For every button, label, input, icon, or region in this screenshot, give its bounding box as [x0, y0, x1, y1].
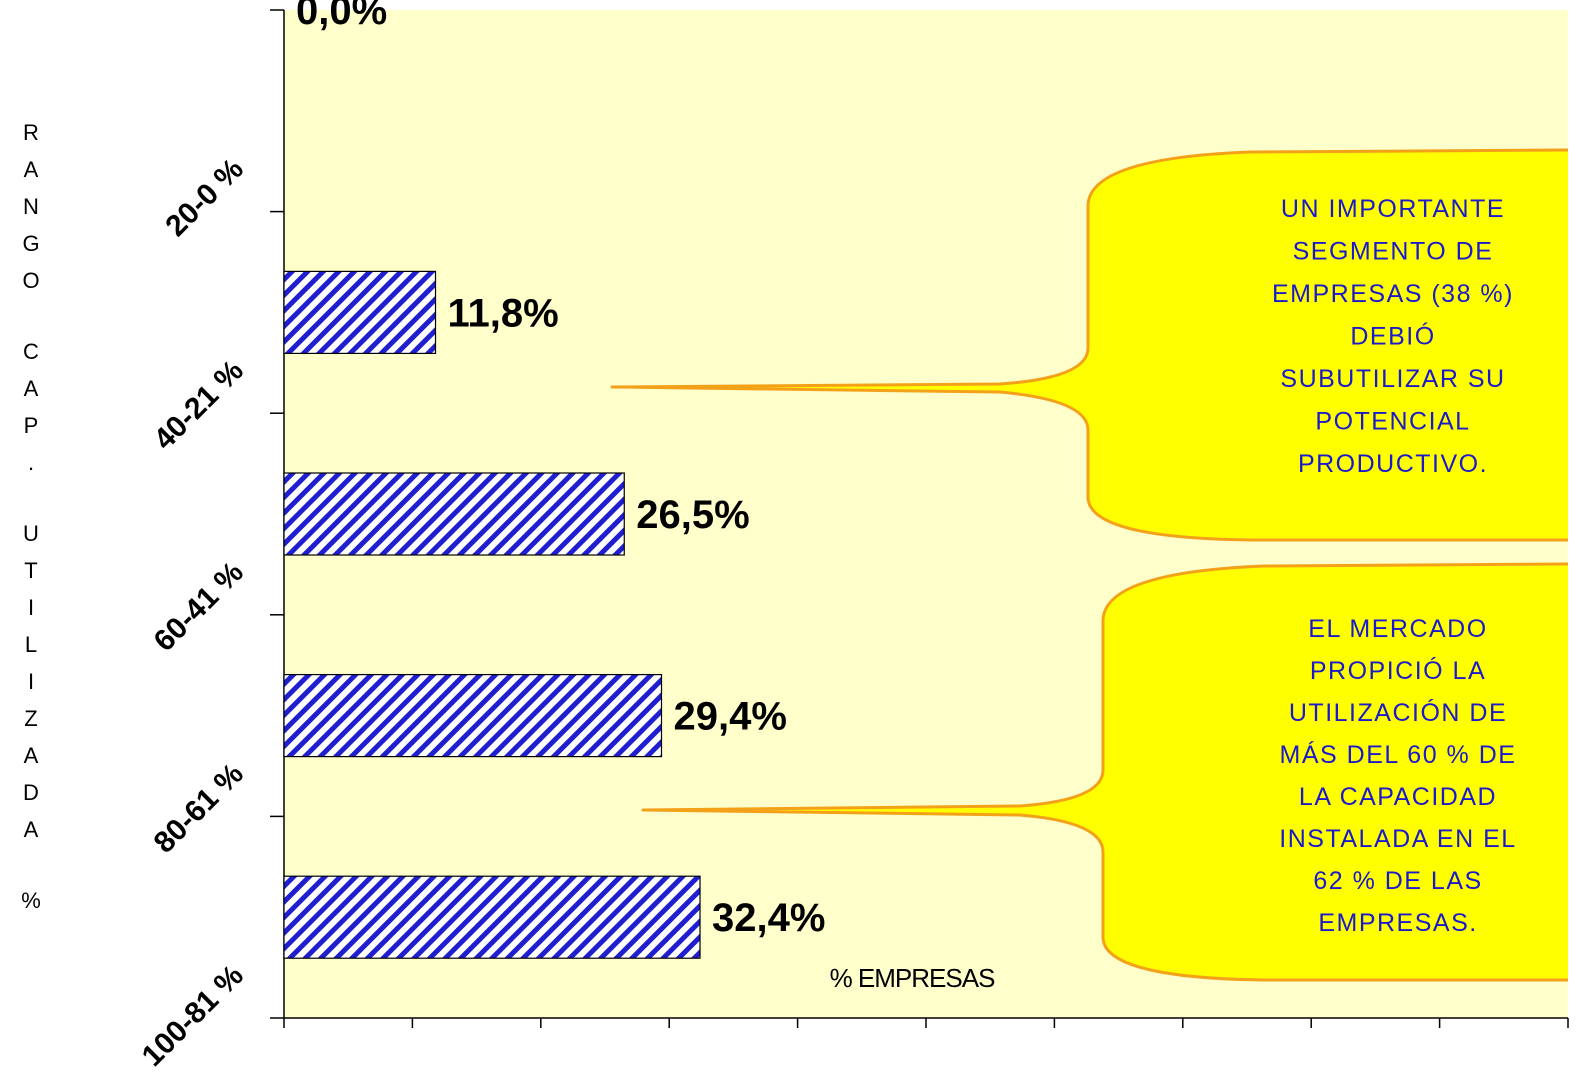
callout-line: 62 % DE LAS [1313, 867, 1482, 895]
bars [283, 270, 701, 959]
callout-line: PROPICIÓ LA [1310, 656, 1486, 685]
y-title-letter: U [23, 521, 39, 546]
callout-shape [641, 562, 1569, 982]
bar [283, 673, 663, 758]
value-label: 32,4% [712, 896, 825, 940]
callout-line: SEGMENTO DE [1293, 238, 1494, 266]
callout-line: UN IMPORTANTE [1281, 195, 1505, 223]
bar [283, 472, 625, 556]
value-label: 0,0% [296, 0, 387, 33]
y-title-letter: A [24, 157, 39, 182]
category-label: 20-0 % [159, 152, 250, 243]
category-label: 80-61 % [148, 757, 250, 859]
category-label: 40-21 % [148, 354, 250, 456]
y-title-letter: Z [24, 706, 37, 731]
y-title-letter: T [24, 558, 37, 583]
callout-line: EMPRESAS (38 %) [1272, 280, 1514, 308]
y-title-letter: L [25, 632, 37, 657]
value-label: 11,8% [448, 291, 559, 335]
category-label: 60-41 % [148, 556, 250, 658]
callout-line: EL MERCADO [1308, 615, 1487, 643]
callout-line: EMPRESAS. [1318, 909, 1477, 937]
callout-line: LA CAPACIDAD [1299, 783, 1497, 811]
category-label: 100-81 % [136, 959, 250, 1073]
callout-line: MÁS DEL 60 % DE [1280, 740, 1517, 769]
bar [283, 270, 437, 354]
y-title-letter: A [24, 743, 39, 768]
y-title-letter: O [22, 268, 39, 293]
callout-line: POTENCIAL [1315, 408, 1470, 436]
x-axis-title: % EMPRESAS [830, 963, 995, 993]
callouts: UN IMPORTANTE SEGMENTO DE EMPRESAS (38 %) D… [610, 148, 1569, 982]
y-title-letter: I [28, 669, 34, 694]
callout-line: DEBIÓ [1350, 322, 1435, 351]
value-labels: 0,0% 11,8% 26,5% 29,4% 32,4% [296, 0, 825, 940]
y-title-letter: N [23, 194, 39, 219]
callout-line: INSTALADA EN EL [1279, 825, 1516, 853]
y-title-letter: R [23, 120, 39, 145]
y-title-letter: I [28, 595, 34, 620]
y-title-letter: % [21, 888, 41, 913]
callout-shape [610, 148, 1569, 542]
category-labels: 20-0 % 40-21 % 60-41 % 80-61 % 100-81 % [136, 152, 250, 1073]
bar [283, 875, 701, 959]
y-title-letter: C [23, 339, 39, 364]
value-label: 29,4% [673, 695, 786, 739]
callout-2: EL MERCADO PROPICIÓ LA UTILIZACIÓN DE MÁS D… [641, 562, 1569, 982]
y-title-letter: . [28, 450, 34, 475]
y-title-letter: G [22, 231, 39, 256]
y-title-letter: D [23, 780, 39, 805]
y-title-letter: A [24, 376, 39, 401]
callout-line: SUBUTILIZAR SU [1280, 365, 1505, 393]
callout-1: UN IMPORTANTE SEGMENTO DE EMPRESAS (38 %) D… [610, 148, 1569, 542]
callout-line: PRODUCTIVO. [1298, 450, 1488, 478]
callout-line: UTILIZACIÓN DE [1289, 698, 1507, 727]
value-label: 26,5% [636, 493, 749, 537]
y-title-letter: A [24, 817, 39, 842]
y-title-letter: P [24, 413, 39, 438]
